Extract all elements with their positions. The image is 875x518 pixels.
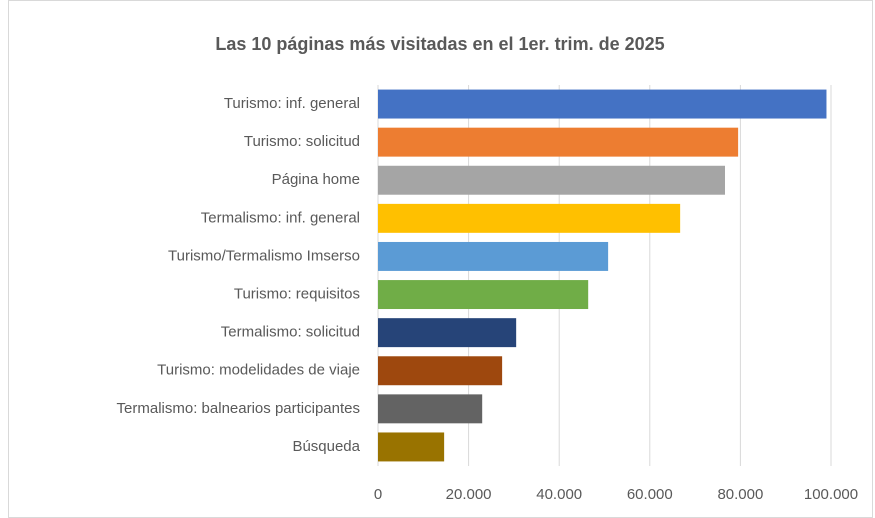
y-tick-label: Turismo: inf. general bbox=[224, 95, 360, 112]
x-tick-label: 40.000 bbox=[536, 486, 582, 503]
x-tick-label: 0 bbox=[374, 486, 382, 503]
y-tick-label: Turismo: requisitos bbox=[234, 286, 360, 303]
bar bbox=[378, 394, 483, 424]
bar bbox=[378, 356, 503, 386]
bar bbox=[378, 318, 517, 348]
y-tick-label: Página home bbox=[272, 171, 360, 188]
x-tick-label: 20.000 bbox=[446, 486, 492, 503]
y-tick-label: Termalismo: solicitud bbox=[221, 324, 360, 341]
x-tick-label: 80.000 bbox=[717, 486, 763, 503]
bar bbox=[378, 241, 609, 271]
y-tick-label: Búsqueda bbox=[292, 438, 360, 455]
y-tick-label: Turismo: modelidades de viaje bbox=[157, 362, 360, 379]
bar bbox=[378, 89, 827, 119]
chart-title: Las 10 páginas más visitadas en el 1er. … bbox=[215, 34, 664, 54]
x-tick-label: 100.000 bbox=[804, 486, 858, 503]
x-tick-label: 60.000 bbox=[627, 486, 673, 503]
bar bbox=[378, 203, 681, 233]
bar bbox=[378, 127, 739, 157]
bar bbox=[378, 280, 589, 310]
y-tick-label: Turismo/Termalismo Imserso bbox=[168, 247, 360, 264]
bars bbox=[378, 89, 827, 462]
y-tick-label: Termalismo: inf. general bbox=[201, 209, 360, 226]
bar bbox=[378, 432, 445, 462]
y-tick-label: Turismo: solicitud bbox=[244, 133, 360, 150]
bar bbox=[378, 165, 725, 195]
y-tick-label: Termalismo: balnearios participantes bbox=[117, 400, 360, 417]
